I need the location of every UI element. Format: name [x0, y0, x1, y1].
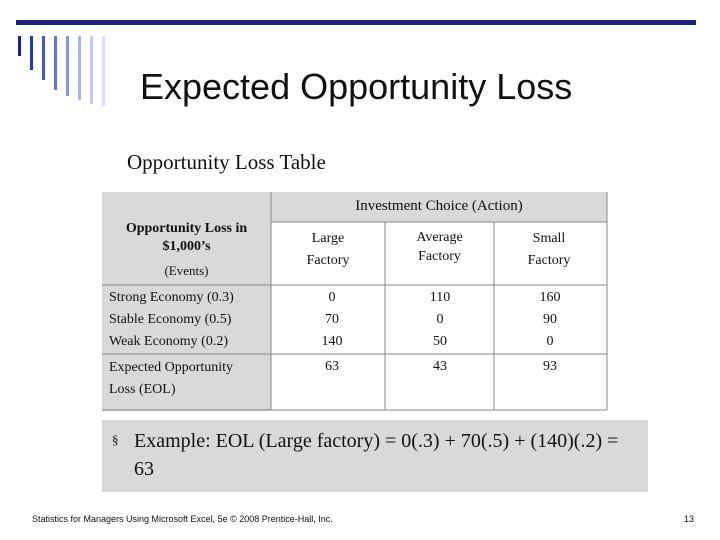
decorative-bar — [54, 36, 57, 90]
decorative-bar — [18, 36, 21, 56]
decorative-bar — [102, 36, 105, 106]
decorative-bar — [42, 36, 45, 80]
row-label-column — [102, 192, 271, 411]
bullet-icon: § — [112, 432, 119, 447]
loss-values-small: 160 90 0 — [539, 290, 561, 349]
loss-values-average: 110 0 50 — [429, 290, 451, 349]
top-rule — [16, 20, 696, 25]
action-header-average: Average Factory — [416, 230, 463, 264]
action-header-large: Large Factory — [306, 231, 350, 268]
header-group-cell: Investment Choice (Action) — [271, 192, 607, 222]
eol-large: 63 — [325, 359, 339, 374]
values-area — [271, 222, 607, 410]
action-header-small: Small Factory — [527, 231, 571, 268]
events-list: Strong Economy (0.3) Stable Economy (0.5… — [109, 290, 234, 349]
eol-label: Expected Opportunity Loss (EOL) — [109, 360, 234, 397]
table-title: Opportunity Loss Table — [127, 150, 326, 174]
eol-small: 93 — [543, 359, 557, 374]
eol-average: 43 — [433, 359, 447, 374]
decorative-bar — [30, 36, 33, 70]
example-text: Example: EOL (Large factory) = 0(.3) + 7… — [134, 430, 619, 480]
slide-title: Expected Opportunity Loss — [140, 66, 573, 107]
decorative-bar — [66, 36, 69, 96]
header-group-label: Investment Choice (Action) — [355, 198, 523, 214]
decorative-bar — [90, 36, 93, 104]
example-box: § Example: EOL (Large factory) = 0(.3) +… — [102, 420, 648, 492]
corner-label: Opportunity Loss in $1,000’s — [125, 221, 248, 254]
corner-sub-label: (Events) — [164, 263, 209, 278]
decorative-bar — [78, 36, 81, 100]
page-number: 13 — [684, 514, 695, 524]
loss-values-large: 0 70 140 — [321, 290, 343, 349]
footer-text: Statistics for Managers Using Microsoft … — [32, 514, 333, 524]
